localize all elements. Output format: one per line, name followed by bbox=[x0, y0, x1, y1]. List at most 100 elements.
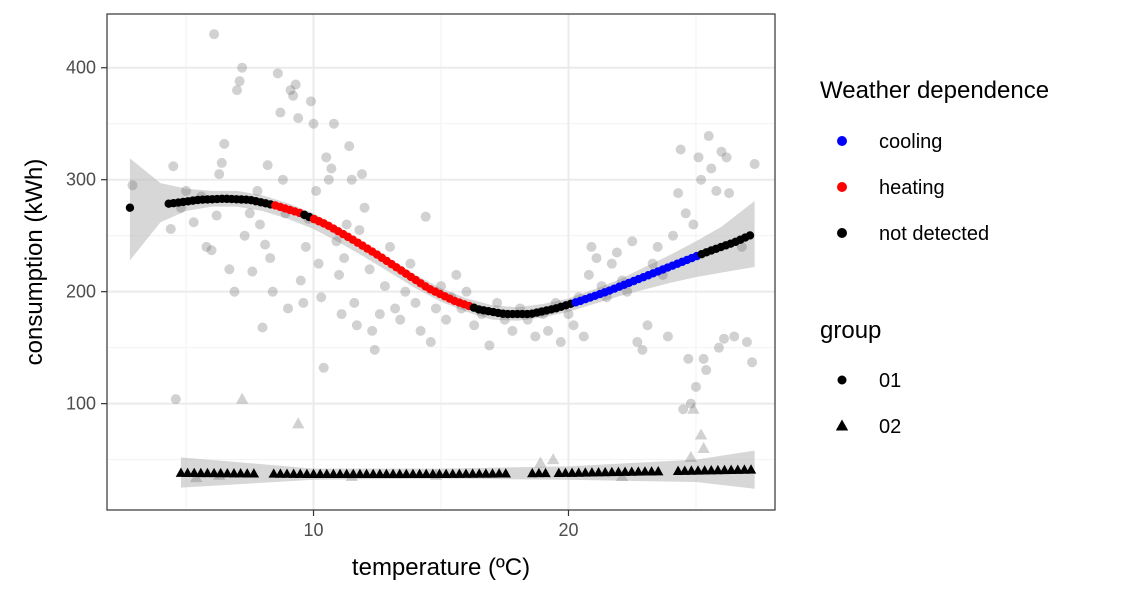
legend-label-cooling: cooling bbox=[879, 131, 942, 153]
group02-fitted-point bbox=[440, 468, 452, 478]
raw-point-group01 bbox=[390, 303, 401, 314]
group02-fitted-point bbox=[401, 468, 412, 479]
raw-point-group01 bbox=[430, 303, 441, 314]
raw-point-group01 bbox=[729, 331, 740, 342]
raw-point-group01 bbox=[232, 85, 243, 96]
raw-data-points bbox=[127, 29, 760, 483]
raw-point-group01 bbox=[461, 286, 472, 297]
group02-fitted-point bbox=[374, 468, 386, 479]
raw-point-group01 bbox=[693, 152, 704, 163]
group02-fitted-point bbox=[228, 467, 240, 478]
raw-point-group01 bbox=[563, 309, 574, 320]
raw-point-group01 bbox=[234, 76, 245, 87]
group02-fitted-point bbox=[394, 468, 405, 479]
raw-point-group01 bbox=[405, 258, 416, 269]
y-tick-label: 100 bbox=[66, 394, 96, 414]
group02-fitted-point bbox=[686, 465, 697, 475]
fitted-point bbox=[745, 231, 755, 240]
raw-point-group01 bbox=[364, 264, 375, 275]
group02-fitted-point bbox=[354, 468, 366, 479]
plot-border bbox=[106, 13, 776, 511]
raw-point-group02 bbox=[292, 417, 305, 429]
raw-point-group02 bbox=[235, 392, 249, 404]
x-axis: 10 20 bbox=[304, 510, 578, 540]
raw-point-group01 bbox=[316, 292, 327, 303]
raw-point-group01 bbox=[683, 353, 694, 364]
raw-point-group01 bbox=[678, 404, 689, 415]
raw-point-group01 bbox=[260, 239, 271, 250]
raw-point-group01 bbox=[206, 245, 217, 256]
group02-fitted-point bbox=[202, 467, 213, 478]
group02-fitted-point bbox=[719, 464, 730, 475]
group02-fitted-point bbox=[222, 467, 233, 478]
raw-point-group01 bbox=[716, 146, 727, 157]
raw-point-group01 bbox=[701, 365, 712, 376]
raw-point-group01 bbox=[642, 320, 653, 331]
raw-point-group01 bbox=[201, 241, 212, 252]
raw-point-group01 bbox=[724, 188, 735, 199]
group02-fitted-point bbox=[474, 468, 485, 478]
group02-fitted-point bbox=[553, 467, 565, 477]
raw-point-group01 bbox=[170, 394, 181, 405]
group02-fitted-point bbox=[208, 467, 220, 478]
group02-fitted-point bbox=[487, 468, 498, 478]
group02-fitted-point bbox=[308, 468, 319, 479]
raw-point-group01 bbox=[211, 210, 222, 221]
raw-point-group01 bbox=[328, 118, 339, 129]
group02-fitted-point bbox=[706, 465, 717, 475]
fitted-point bbox=[125, 203, 135, 212]
raw-point-group01 bbox=[632, 337, 643, 348]
raw-point-group01 bbox=[344, 141, 355, 152]
legend-label-01: 01 bbox=[879, 370, 901, 392]
raw-point-group01 bbox=[703, 131, 714, 142]
raw-point-group01 bbox=[469, 320, 480, 331]
raw-point-group01 bbox=[323, 174, 334, 185]
raw-point-group01 bbox=[290, 79, 301, 90]
raw-point-group01 bbox=[622, 286, 633, 297]
group02-fitted-point bbox=[420, 468, 432, 479]
group02-fitted-point bbox=[500, 468, 511, 478]
raw-point-group01 bbox=[237, 62, 248, 73]
raw-point-group01 bbox=[257, 322, 268, 333]
raw-point-group01 bbox=[685, 398, 696, 409]
raw-point-group01 bbox=[244, 208, 255, 219]
legend-shape-entries: 01 02 bbox=[835, 370, 901, 438]
legend-label-02: 02 bbox=[879, 416, 901, 438]
raw-point-group01 bbox=[216, 157, 227, 168]
x-tick-label: 20 bbox=[558, 520, 578, 540]
group02-fitted-points bbox=[175, 464, 757, 479]
group02-fitted-point bbox=[467, 468, 478, 478]
raw-point-group01 bbox=[675, 144, 686, 155]
raw-point-group01 bbox=[680, 208, 691, 219]
fitted-curve-points bbox=[125, 194, 755, 319]
raw-point-group01 bbox=[359, 202, 370, 213]
raw-point-group01 bbox=[400, 286, 411, 297]
group02-fitted-point bbox=[599, 466, 611, 477]
group02-fitted-point bbox=[540, 467, 551, 478]
raw-point-group01 bbox=[441, 314, 452, 325]
raw-point-group01 bbox=[346, 174, 357, 185]
group02-fitted-point bbox=[407, 468, 419, 479]
group02-fitted-point bbox=[387, 468, 399, 479]
legend-key-cooling bbox=[837, 136, 847, 146]
group02-fitted-point bbox=[235, 468, 246, 478]
raw-point-group01 bbox=[254, 219, 265, 230]
group02-fitted-point bbox=[653, 465, 664, 476]
group02-fitted-point bbox=[301, 468, 313, 478]
group02-fitted-point bbox=[745, 464, 757, 474]
group02-fitted-point bbox=[334, 468, 346, 479]
raw-point-group01 bbox=[262, 160, 273, 171]
raw-point-group01 bbox=[334, 269, 345, 280]
group02-fitted-point bbox=[242, 468, 253, 478]
raw-point-group01 bbox=[349, 297, 360, 308]
group02-fitted-point bbox=[646, 466, 657, 476]
raw-point-group01 bbox=[749, 159, 760, 170]
raw-point-group01 bbox=[530, 331, 541, 342]
raw-point-group02 bbox=[684, 450, 698, 462]
raw-point-group01 bbox=[354, 225, 365, 236]
group02-fitted-point bbox=[348, 468, 359, 479]
raw-point-group01 bbox=[267, 286, 278, 297]
group02-fitted-point bbox=[367, 468, 379, 479]
raw-point-group01 bbox=[410, 297, 421, 308]
group02-fitted-point bbox=[593, 467, 604, 477]
